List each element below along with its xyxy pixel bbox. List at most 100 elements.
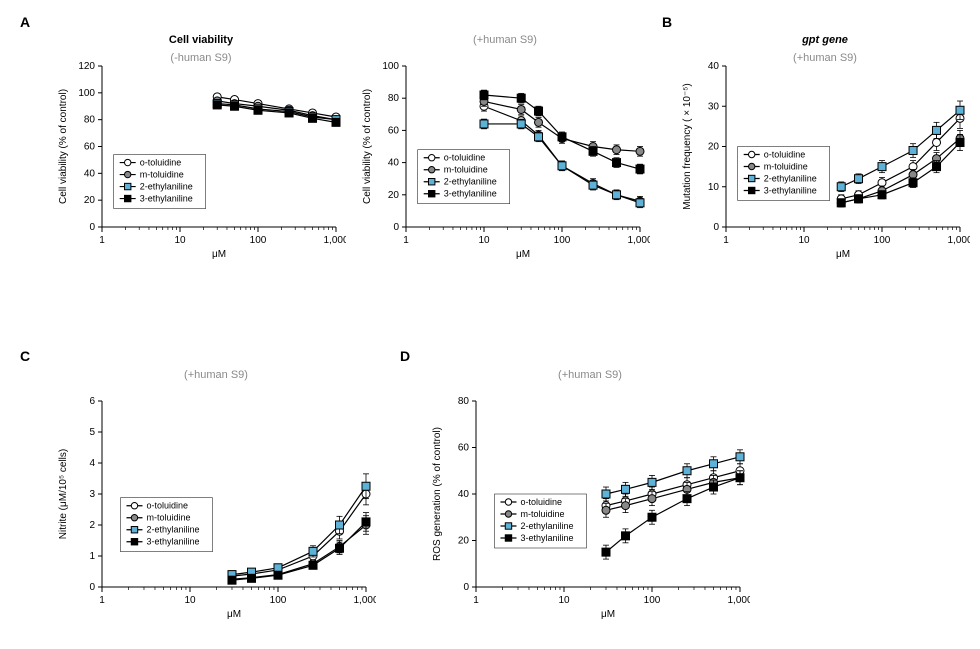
- series-marker-ethyl3: [558, 133, 566, 141]
- svg-text:40: 40: [458, 489, 470, 500]
- svg-text:40: 40: [388, 158, 400, 169]
- svg-text:60: 60: [84, 142, 96, 153]
- svg-text:100: 100: [874, 235, 891, 246]
- svg-text:100: 100: [78, 88, 95, 99]
- series-marker-ethyl3: [480, 91, 488, 99]
- series-marker-ethyl3: [589, 147, 597, 155]
- series-line-m_toluidine: [484, 101, 640, 151]
- chart-B1: gpt gene(+human S9)0102030401101001,000M…: [680, 30, 970, 265]
- legend-label-m_toluidine: m-toluidine: [520, 509, 564, 519]
- chart-title: gpt gene(+human S9): [680, 30, 970, 67]
- series-marker-ethyl2: [909, 147, 917, 155]
- series-marker-ethyl3: [228, 576, 236, 584]
- svg-text:6: 6: [89, 396, 95, 407]
- svg-text:80: 80: [388, 93, 400, 104]
- svg-text:5: 5: [89, 427, 95, 438]
- series-marker-m_toluidine: [602, 506, 610, 514]
- panel-label-c: C: [20, 348, 30, 364]
- svg-text:100: 100: [250, 235, 267, 246]
- legend-label-ethyl2: 2-ethylaniline: [140, 182, 193, 192]
- series-marker-ethyl3: [837, 199, 845, 207]
- svg-text:0: 0: [89, 222, 95, 233]
- y-axis-label: Mutation frequency ( × 10⁻⁵): [682, 83, 693, 209]
- legend-label-m_toluidine: m-toluidine: [764, 162, 808, 172]
- legend-label-ethyl2: 2-ethylaniline: [520, 521, 573, 531]
- series-marker-m_toluidine: [622, 502, 630, 510]
- series-marker-ethyl3: [231, 102, 239, 110]
- y-axis-label: Cell viability (% of control): [362, 89, 373, 204]
- series-marker-o_toluidine: [933, 138, 941, 146]
- svg-text:1,000: 1,000: [323, 235, 346, 246]
- svg-text:3: 3: [89, 489, 95, 500]
- series-marker-ethyl3: [362, 518, 370, 526]
- series-marker-ethyl2: [613, 191, 621, 199]
- chart-svg: 0204060801001101001,000Cell viability (%…: [360, 30, 650, 265]
- series-line-o_toluidine: [841, 118, 960, 199]
- series-marker-ethyl3: [336, 544, 344, 552]
- series-marker-ethyl3: [636, 165, 644, 173]
- series-marker-ethyl2: [683, 467, 691, 475]
- chart-C1: (+human S9)01234561101001,000Nitrite (μM…: [56, 365, 376, 625]
- chart-title: (+human S9): [360, 30, 650, 48]
- series-marker-ethyl3: [878, 191, 886, 199]
- y-axis-label: ROS generation (% of control): [432, 427, 443, 561]
- series-marker-ethyl3: [517, 94, 525, 102]
- series-marker-ethyl2: [636, 199, 644, 207]
- y-axis-label: Nitrite (μM/10⁵ cells): [58, 449, 69, 539]
- series-marker-ethyl3: [309, 561, 317, 569]
- series-marker-ethyl3: [602, 548, 610, 556]
- svg-text:1: 1: [89, 551, 95, 562]
- legend-label-o_toluidine: o-toluidine: [140, 158, 182, 168]
- legend-label-m_toluidine: m-toluidine: [444, 165, 488, 175]
- series-marker-m_toluidine: [636, 147, 644, 155]
- svg-text:0: 0: [713, 222, 719, 233]
- series-marker-m_toluidine: [648, 495, 656, 503]
- svg-text:100: 100: [270, 595, 287, 606]
- series-marker-ethyl2: [622, 485, 630, 493]
- chart-title-sub: (-human S9): [170, 52, 231, 64]
- svg-text:0: 0: [463, 582, 469, 593]
- svg-text:1: 1: [99, 235, 105, 246]
- legend: o-toluidinem-toluidine2-ethylaniline3-et…: [120, 498, 212, 552]
- chart-title-main: Cell viability: [169, 34, 233, 46]
- legend-label-ethyl3: 3-ethylaniline: [520, 533, 573, 543]
- series-marker-ethyl2: [837, 183, 845, 191]
- series-marker-ethyl2: [362, 482, 370, 490]
- series-marker-ethyl2: [517, 120, 525, 128]
- series-marker-ethyl3: [213, 101, 221, 109]
- x-axis-label: μM: [227, 609, 241, 620]
- svg-text:2: 2: [89, 520, 95, 531]
- series-marker-ethyl3: [622, 532, 630, 540]
- svg-text:10: 10: [798, 235, 810, 246]
- series-marker-ethyl3: [648, 513, 656, 521]
- svg-text:1,000: 1,000: [947, 235, 970, 246]
- series-marker-ethyl2: [736, 453, 744, 461]
- legend-label-o_toluidine: o-toluidine: [520, 497, 562, 507]
- chart-title: (+human S9): [430, 365, 750, 383]
- svg-text:80: 80: [84, 115, 96, 126]
- legend-label-ethyl3: 3-ethylaniline: [140, 194, 193, 204]
- svg-text:80: 80: [458, 396, 470, 407]
- svg-text:10: 10: [478, 235, 490, 246]
- svg-text:1,000: 1,000: [353, 595, 376, 606]
- svg-text:10: 10: [174, 235, 186, 246]
- series-marker-ethyl2: [336, 521, 344, 529]
- svg-text:30: 30: [708, 101, 720, 112]
- legend: o-toluidine m-toluidine 2-ethylaniline 3-et…: [494, 494, 586, 548]
- svg-text:1: 1: [403, 235, 409, 246]
- svg-text:0: 0: [89, 582, 95, 593]
- chart-title-sub: (+human S9): [184, 369, 248, 381]
- legend-label-o_toluidine: o-toluidine: [764, 150, 806, 160]
- svg-text:10: 10: [184, 595, 196, 606]
- svg-text:4: 4: [89, 458, 95, 469]
- series-marker-m_toluidine: [613, 146, 621, 154]
- series-marker-ethyl3: [254, 106, 262, 114]
- series-marker-ethyl3: [535, 107, 543, 115]
- panel-label-d: D: [400, 348, 410, 364]
- series-marker-ethyl3: [710, 483, 718, 491]
- series-marker-ethyl2: [602, 490, 610, 498]
- legend-label-o_toluidine: o-toluidine: [146, 501, 188, 511]
- svg-text:20: 20: [708, 142, 720, 153]
- legend: o-toluidinem-toluidine2-ethylaniline3-et…: [418, 150, 510, 204]
- svg-text:1: 1: [723, 235, 729, 246]
